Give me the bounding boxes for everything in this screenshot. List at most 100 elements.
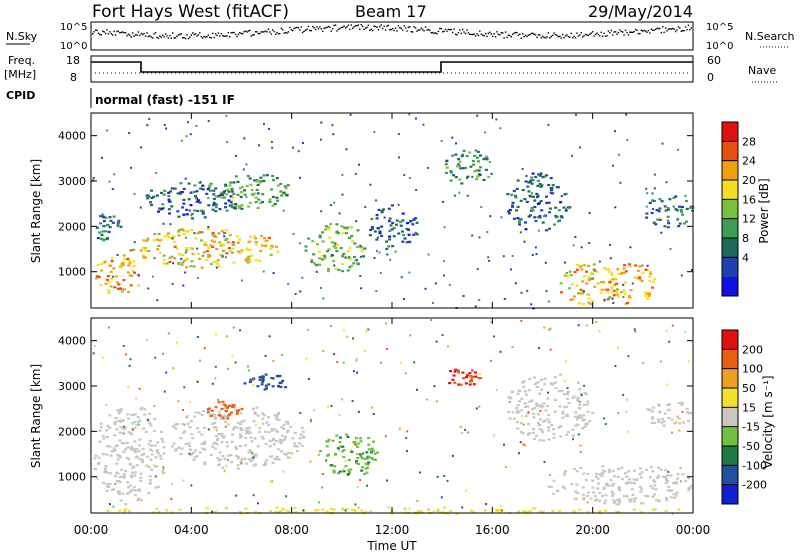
data-cell (618, 488, 622, 492)
data-cell (680, 401, 684, 404)
data-cell (606, 288, 610, 291)
data-cell (453, 381, 457, 384)
noise-cell (203, 347, 206, 350)
nsky-point (654, 28, 657, 30)
noise-cell (182, 284, 185, 287)
data-cell (546, 397, 550, 400)
data-cell (664, 469, 668, 472)
data-cell (462, 149, 466, 152)
nsky-point (466, 29, 468, 31)
noise-cell (156, 299, 159, 302)
data-cell (221, 400, 225, 403)
data-cell (316, 508, 320, 511)
data-cell (596, 477, 600, 480)
data-cell (669, 496, 673, 499)
data-cell (223, 457, 227, 460)
data-cell (389, 224, 393, 227)
data-cell (280, 450, 284, 453)
noise-cell (127, 386, 130, 388)
data-cell (108, 445, 112, 448)
data-cell (175, 247, 179, 250)
nsky-point (563, 37, 565, 39)
data-cell (660, 417, 664, 421)
data-cell (574, 424, 578, 427)
data-cell (668, 489, 672, 492)
data-cell (106, 424, 110, 427)
data-cell (516, 179, 520, 182)
data-cell (674, 482, 678, 485)
data-cell (544, 409, 548, 412)
noise-cell (277, 412, 280, 415)
noise-cell (162, 222, 165, 225)
data-cell (127, 431, 131, 434)
data-cell (616, 288, 619, 291)
data-cell (216, 437, 220, 440)
data-cell (264, 461, 267, 464)
nsky-point (256, 31, 258, 33)
noise-cell (403, 174, 406, 177)
data-cell (104, 230, 108, 233)
noise-cell (226, 367, 229, 370)
data-cell (129, 484, 133, 487)
data-cell (168, 256, 172, 260)
noise-cell (215, 266, 218, 269)
data-cell (456, 369, 460, 372)
data-cell (195, 190, 199, 193)
data-cell (516, 409, 520, 412)
data-cell (255, 180, 259, 183)
noise-cell (486, 231, 489, 233)
data-cell (649, 485, 653, 488)
data-cell (269, 455, 272, 458)
data-cell (543, 175, 547, 178)
nsky-point (522, 33, 524, 35)
data-cell (137, 450, 141, 453)
nsky-point (314, 28, 317, 31)
data-cell (527, 389, 531, 392)
data-cell (479, 166, 482, 169)
nsky-point (379, 25, 381, 28)
noise-cell (333, 201, 336, 204)
noise-cell (633, 328, 636, 331)
data-cell (369, 510, 373, 513)
noise-cell (165, 371, 168, 374)
nsky-point (390, 28, 392, 31)
nsky-point (404, 27, 407, 29)
nsky-point (459, 29, 461, 31)
nsky-point (199, 32, 201, 34)
nsky-point (672, 27, 674, 30)
data-cell (205, 507, 209, 510)
noise-cell (258, 144, 260, 147)
data-cell (235, 412, 239, 415)
data-cell (240, 186, 244, 189)
data-cell (254, 455, 258, 458)
colorbar-tick-label: 4 (742, 251, 749, 264)
data-cell (577, 416, 581, 419)
data-cell (114, 275, 118, 278)
data-cell (247, 205, 251, 208)
noise-cell (547, 123, 550, 126)
noise-cell (408, 271, 411, 274)
data-cell (167, 191, 171, 194)
data-cell (527, 190, 531, 193)
freq-unit: [MHz] (4, 68, 36, 81)
noise-cell (129, 358, 132, 361)
data-cell (161, 468, 165, 471)
data-cell (538, 403, 542, 406)
data-cell (250, 459, 254, 463)
nsky-point (642, 30, 644, 32)
nsky-point (677, 26, 680, 28)
data-cell (390, 512, 394, 515)
data-cell (667, 416, 671, 420)
data-cell (298, 437, 302, 440)
data-cell (167, 208, 171, 211)
data-cell (275, 429, 279, 432)
noise-cell (471, 175, 474, 178)
noise-cell (302, 142, 304, 144)
noise-cell (317, 453, 320, 456)
data-cell (630, 488, 634, 491)
data-cell (661, 475, 665, 478)
data-cell (247, 255, 251, 258)
data-cell (541, 221, 545, 224)
data-cell (554, 399, 557, 402)
data-cell (347, 458, 351, 462)
